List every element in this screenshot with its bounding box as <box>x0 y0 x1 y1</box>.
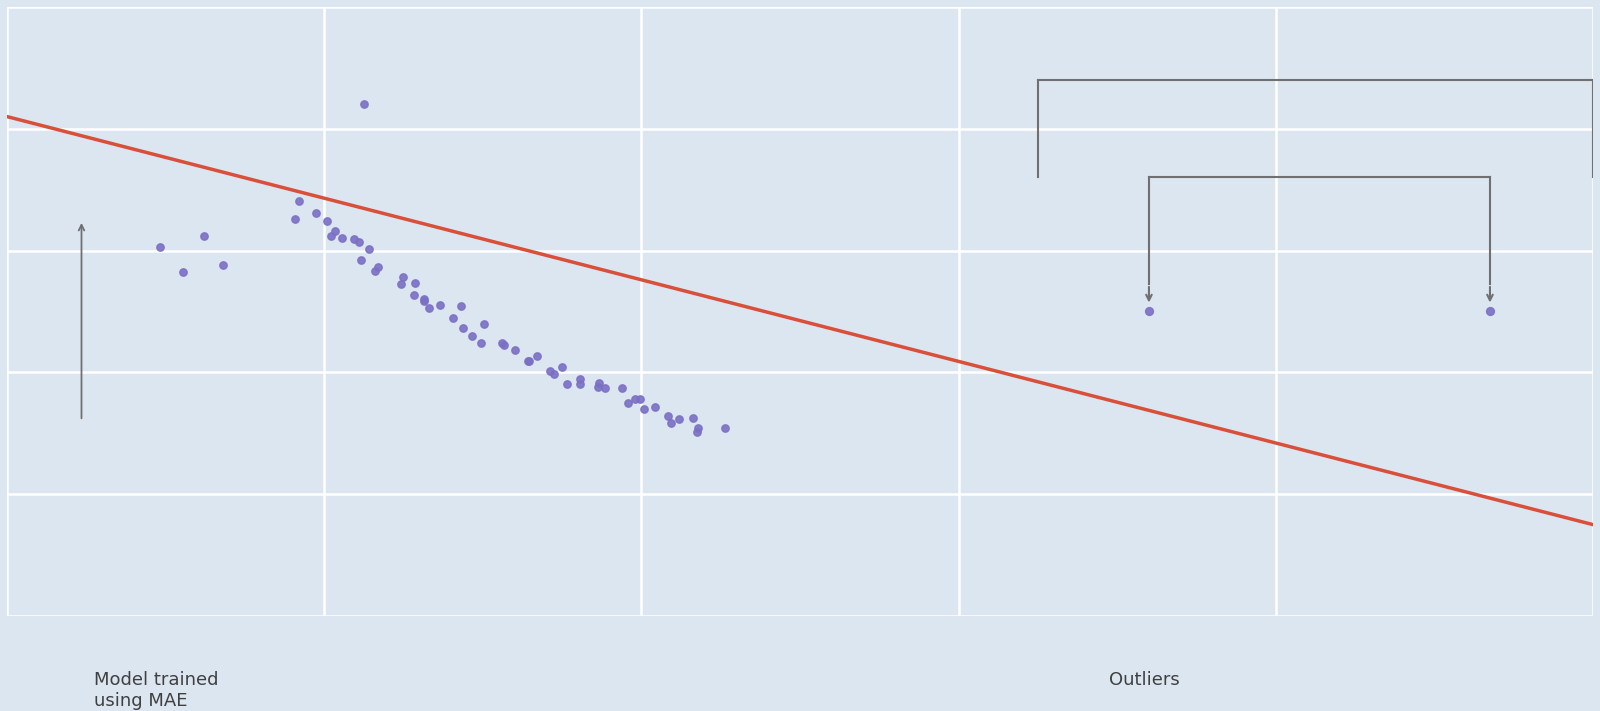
Point <box>416 303 442 314</box>
Point <box>683 426 709 437</box>
Point <box>1477 306 1502 317</box>
Point <box>346 236 371 247</box>
Point <box>403 277 429 288</box>
Point <box>427 299 453 310</box>
Point <box>712 422 738 434</box>
Point <box>586 377 611 388</box>
Text: Outliers: Outliers <box>1109 670 1181 689</box>
Point <box>341 233 366 245</box>
Point <box>685 422 710 434</box>
Point <box>549 361 574 373</box>
Point <box>282 213 307 225</box>
Point <box>302 207 328 218</box>
Point <box>365 261 390 272</box>
Point <box>390 271 416 282</box>
Point <box>630 404 656 415</box>
Point <box>192 230 218 241</box>
Point <box>525 351 550 362</box>
Point <box>402 289 427 300</box>
Point <box>554 378 579 389</box>
Point <box>568 373 594 385</box>
Point <box>448 300 474 311</box>
Point <box>211 260 237 271</box>
Point <box>363 265 389 277</box>
Point <box>659 417 685 429</box>
Point <box>318 230 344 242</box>
Point <box>622 394 648 405</box>
Point <box>627 393 653 405</box>
Point <box>515 356 541 367</box>
Point <box>286 196 312 207</box>
Point <box>614 397 640 409</box>
Point <box>654 410 680 422</box>
Point <box>147 242 173 253</box>
Point <box>568 379 594 390</box>
Point <box>170 267 195 278</box>
Point <box>541 368 566 380</box>
Point <box>355 243 381 255</box>
Point <box>538 365 563 377</box>
Point <box>387 279 413 290</box>
Point <box>642 401 667 412</box>
Point <box>411 296 437 307</box>
Text: Model trained
using MAE: Model trained using MAE <box>94 670 219 710</box>
Point <box>502 344 528 356</box>
Point <box>411 294 437 305</box>
Point <box>666 413 691 424</box>
Point <box>314 215 339 227</box>
Point <box>352 98 378 109</box>
Point <box>440 312 466 324</box>
Point <box>472 318 498 329</box>
Point <box>680 412 706 424</box>
Point <box>469 337 494 348</box>
Point <box>322 225 347 236</box>
Point <box>488 337 514 348</box>
Point <box>450 323 475 334</box>
Point <box>1136 306 1162 317</box>
Point <box>330 232 355 244</box>
Point <box>517 356 542 367</box>
Point <box>349 254 374 265</box>
Point <box>459 331 485 342</box>
Point <box>610 383 635 394</box>
Point <box>592 383 618 394</box>
Point <box>491 340 517 351</box>
Point <box>586 381 611 392</box>
